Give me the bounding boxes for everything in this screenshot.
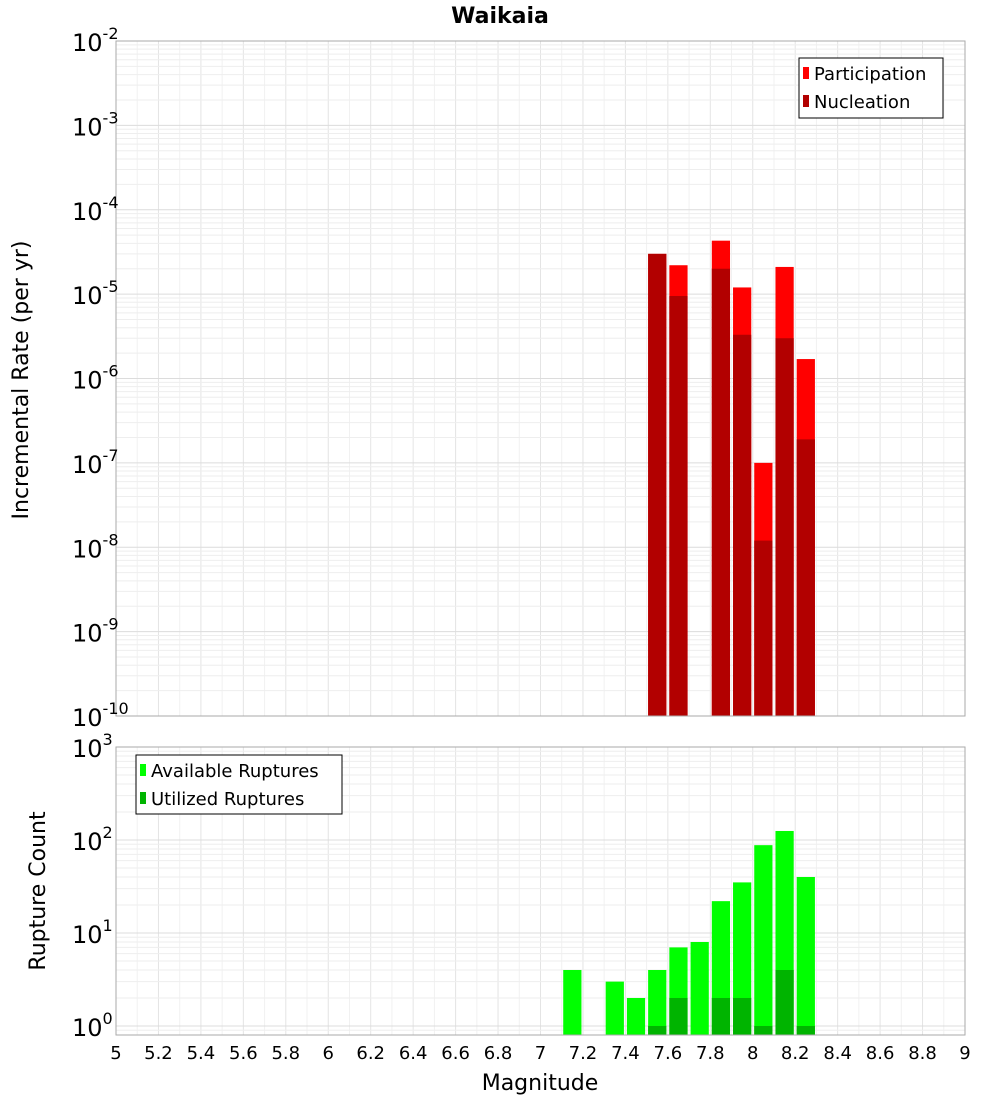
- x-tick-label: 7.2: [569, 1043, 598, 1064]
- bar-nucleation: [648, 253, 667, 716]
- top-grid: [115, 40, 966, 717]
- bottom-y-axis-label: Rupture Count: [26, 811, 51, 971]
- x-tick-label: 6.4: [399, 1043, 428, 1064]
- legend-swatch-available: [140, 764, 146, 776]
- y-tick-label: 10-7: [72, 446, 119, 479]
- x-tick-label: 8.4: [823, 1043, 852, 1064]
- top-legend: Participation Nucleation: [798, 57, 944, 119]
- bar-available: [563, 969, 582, 1035]
- bar-nucleation: [733, 334, 752, 716]
- x-tick-label: 9: [959, 1043, 970, 1064]
- x-tick-label: 8: [747, 1043, 758, 1064]
- y-tick-label: 10-4: [72, 193, 119, 226]
- x-tick-label: 6.6: [441, 1043, 470, 1064]
- y-tick-label: 10-10: [72, 699, 129, 732]
- top-y-axis-label: Incremental Rate (per yr): [9, 241, 34, 520]
- bar-utilized: [669, 997, 688, 1035]
- x-tick-label: 5: [110, 1043, 121, 1064]
- x-tick-label: 6.8: [484, 1043, 513, 1064]
- y-tick-label: 10-2: [72, 24, 119, 57]
- x-tick-label: 6: [323, 1043, 334, 1064]
- top-panel: 10-10 10-9 10-8 10-7 10-6 10-5 10-4 10-3 10-2 In…: [9, 24, 966, 732]
- y-tick-label: 102: [72, 823, 113, 856]
- bar-utilized: [648, 1025, 667, 1035]
- bar-nucleation: [754, 540, 773, 716]
- bar-available: [733, 882, 752, 1035]
- bottom-legend-box: [135, 754, 343, 815]
- x-axis-ticks: 5 5.2 5.4 5.6 5.8 6 6.2 6.4 6.6 6.8 7 7.2 7.4 7.6 7.8 8…: [110, 1043, 970, 1064]
- y-tick-label: 103: [72, 730, 113, 763]
- bar-utilized: [796, 1025, 815, 1035]
- y-tick-label: 10-5: [72, 277, 119, 310]
- x-tick-label: 6.2: [356, 1043, 385, 1064]
- bar-utilized: [775, 969, 794, 1035]
- x-tick-label: 7.8: [696, 1043, 725, 1064]
- legend-label-utilized: Utilized Ruptures: [151, 789, 304, 810]
- y-tick-label: 10-8: [72, 530, 119, 563]
- bar-utilized: [711, 997, 731, 1035]
- legend-label-nucleation: Nucleation: [814, 92, 910, 113]
- x-tick-label: 5.4: [187, 1043, 216, 1064]
- bottom-y-ticks: 100 101 102 103: [72, 730, 113, 1042]
- x-axis-label: Magnitude: [482, 1071, 599, 1096]
- bar-available: [796, 877, 815, 1035]
- x-tick-label: 7: [535, 1043, 546, 1064]
- y-tick-label: 10-6: [72, 362, 119, 395]
- x-tick-label: 8.8: [908, 1043, 937, 1064]
- legend-label-participation: Participation: [814, 64, 926, 85]
- x-tick-label: 8.6: [866, 1043, 895, 1064]
- bar-nucleation: [711, 268, 731, 716]
- top-y-ticks: 10-10 10-9 10-8 10-7 10-6 10-5 10-4 10-3 10-2: [72, 24, 129, 732]
- y-tick-label: 10-9: [72, 615, 119, 648]
- top-plot-frame: [115, 40, 966, 717]
- bar-available: [754, 845, 773, 1035]
- legend-swatch-nucleation: [803, 95, 809, 107]
- top-bars: [648, 240, 815, 717]
- bottom-legend: Available Ruptures Utilized Ruptures: [135, 754, 343, 815]
- bottom-bars: [563, 830, 815, 1035]
- legend-swatch-utilized: [140, 792, 146, 804]
- bar-nucleation: [775, 338, 794, 716]
- x-tick-label: 5.8: [271, 1043, 300, 1064]
- bottom-plot-frame: [115, 746, 966, 1036]
- bar-nucleation: [669, 296, 688, 716]
- bar-available: [648, 969, 667, 1035]
- x-tick-label: 7.4: [611, 1043, 640, 1064]
- bottom-panel: 100 101 102 103 5 5.2 5.4 5.6 5.8 6 6.2 6.4 6.6 6.8 7…: [26, 730, 971, 1096]
- bar-utilized: [754, 1025, 773, 1035]
- bar-available: [690, 942, 709, 1035]
- bar-available: [626, 997, 646, 1035]
- bar-available: [605, 981, 624, 1035]
- top-legend-box: [798, 57, 944, 119]
- x-tick-label: 5.2: [144, 1043, 173, 1064]
- legend-swatch-participation: [803, 67, 809, 79]
- y-tick-label: 101: [72, 916, 113, 949]
- y-tick-label: 10-3: [72, 108, 119, 141]
- x-tick-label: 7.6: [654, 1043, 683, 1064]
- bar-utilized: [733, 997, 752, 1035]
- y-tick-label: 100: [72, 1009, 113, 1042]
- bar-nucleation: [796, 439, 815, 716]
- x-tick-label: 5.6: [229, 1043, 258, 1064]
- x-tick-label: 8.2: [781, 1043, 810, 1064]
- chart-title: Waikaia: [451, 4, 549, 29]
- legend-label-available: Available Ruptures: [151, 761, 319, 782]
